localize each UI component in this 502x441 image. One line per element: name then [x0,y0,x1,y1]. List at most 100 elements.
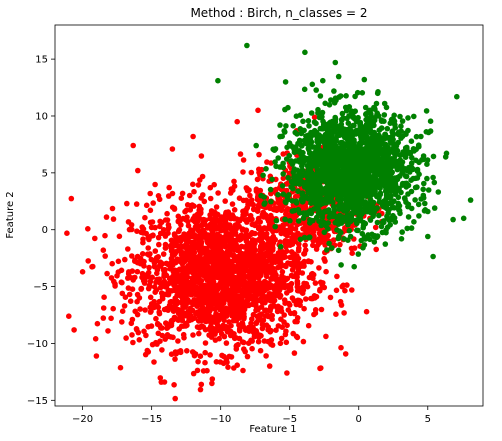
data-point-series-1 [66,313,72,320]
data-point-series-1 [281,227,288,233]
data-point-series-1 [245,232,251,238]
data-point-series-2 [366,122,372,128]
data-point-series-1 [255,202,262,209]
data-point-series-1 [173,240,179,246]
data-point-series-1 [159,261,166,267]
data-point-series-1 [135,167,141,174]
data-point-series-1 [214,287,220,293]
data-point-series-1 [158,379,165,385]
data-point-series-2 [279,133,286,140]
data-point-series-1 [232,237,239,244]
data-point-series-1 [169,246,175,253]
data-point-series-2 [362,134,369,140]
data-point-series-1 [200,228,207,234]
data-point-series-1 [169,237,175,244]
data-point-series-1 [313,246,320,252]
data-point-series-1 [188,253,195,260]
data-point-series-2 [415,142,422,148]
data-point-series-2 [360,200,367,206]
data-point-series-2 [460,215,467,222]
data-point-series-2 [357,189,363,196]
data-point-series-1 [266,222,273,228]
data-point-series-1 [260,317,267,324]
data-point-series-1 [295,247,302,254]
data-point-series-1 [246,216,252,223]
data-point-series-1 [119,308,126,315]
data-point-series-1 [206,295,213,302]
data-point-series-1 [269,316,275,323]
data-point-series-2 [356,140,363,146]
data-point-series-1 [125,285,132,291]
data-point-series-2 [328,166,335,173]
data-point-series-1 [303,281,310,287]
data-point-series-1 [341,310,347,316]
data-point-series-1 [246,285,252,292]
data-point-series-1 [207,238,214,244]
data-point-series-1 [182,208,188,215]
data-point-series-2 [282,106,288,113]
y-tick-label: 10 [35,111,48,122]
data-point-series-2 [375,89,381,95]
data-point-series-2 [306,159,313,165]
data-point-series-2 [339,141,345,148]
data-point-series-2 [384,213,390,220]
data-point-series-2 [384,167,391,173]
data-point-series-1 [330,237,337,243]
data-point-series-1 [191,285,197,292]
data-point-series-1 [259,289,266,296]
data-point-series-2 [350,189,357,195]
data-point-series-2 [322,100,329,107]
data-point-series-2 [332,59,339,66]
data-point-series-2 [279,183,286,189]
data-point-series-1 [110,305,116,312]
data-point-series-1 [210,276,216,282]
data-point-series-2 [343,197,349,204]
data-point-series-2 [299,163,305,169]
data-point-series-1 [187,207,194,213]
data-point-series-1 [283,248,290,254]
data-point-series-2 [261,201,268,207]
data-point-series-2 [331,88,337,94]
data-point-series-1 [153,254,160,261]
data-point-series-1 [184,284,191,290]
data-point-series-1 [251,292,258,299]
data-point-series-2 [415,201,422,208]
data-point-series-1 [246,251,252,258]
data-point-series-1 [318,239,324,245]
chart-title: Method : Birch, n_classes = 2 [190,6,367,20]
data-point-series-1 [162,217,169,223]
data-point-series-2 [280,160,286,167]
data-point-series-1 [256,151,262,158]
data-point-series-1 [178,195,185,201]
data-point-series-2 [370,144,376,151]
data-point-series-1 [263,353,269,359]
data-point-series-2 [450,216,456,223]
data-point-series-2 [272,146,279,152]
data-point-series-2 [343,163,350,169]
data-point-series-1 [94,320,101,327]
data-point-series-2 [306,123,312,129]
data-point-series-2 [272,223,279,230]
data-point-series-1 [278,335,285,342]
data-point-series-1 [147,309,154,315]
data-point-series-2 [283,199,289,206]
data-point-series-2 [376,127,383,133]
data-point-series-2 [318,154,324,161]
data-point-series-1 [217,252,224,258]
data-point-series-2 [318,134,325,140]
data-point-series-1 [159,332,166,339]
data-point-series-2 [350,130,356,137]
data-point-series-1 [236,272,242,279]
data-point-series-2 [395,129,402,135]
data-point-series-2 [322,131,329,138]
data-point-series-1 [257,347,264,354]
data-point-series-1 [151,304,157,311]
data-point-series-2 [399,118,406,124]
data-point-series-1 [303,296,309,302]
data-point-series-1 [283,211,289,217]
data-point-series-1 [129,332,135,338]
data-point-series-1 [249,345,255,352]
data-point-series-1 [207,195,214,202]
data-point-series-1 [117,364,124,371]
data-point-series-1 [249,256,255,263]
